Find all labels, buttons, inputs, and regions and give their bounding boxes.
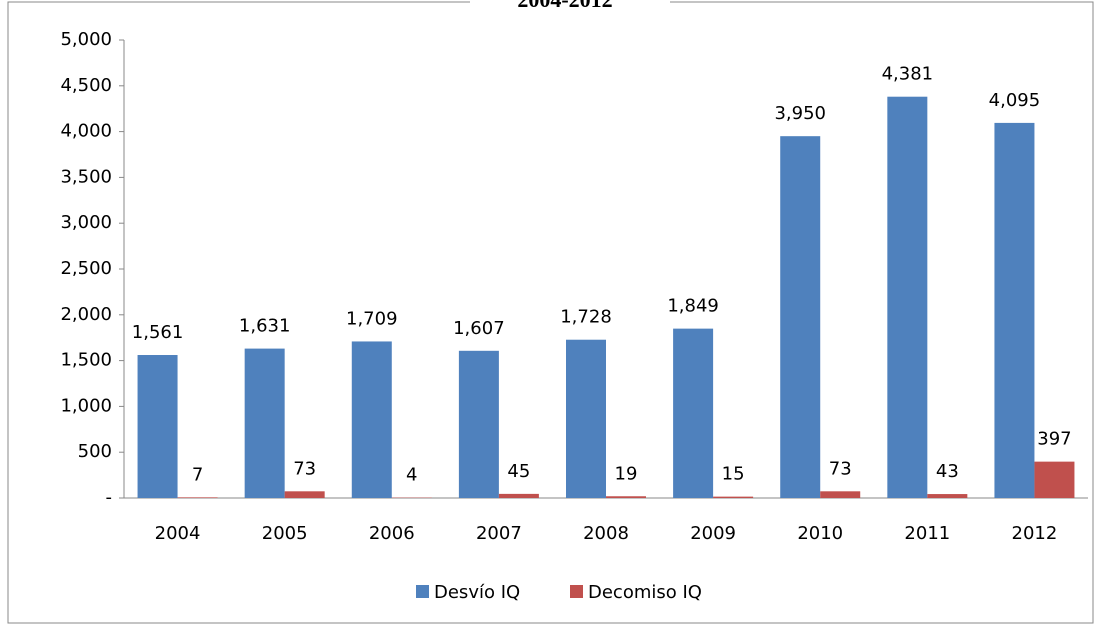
x-tick-label: 2010 — [797, 523, 843, 544]
data-label: 15 — [722, 464, 745, 485]
bar — [713, 496, 754, 498]
bar — [780, 136, 821, 498]
y-tick-label: - — [106, 487, 113, 508]
data-label: 4,095 — [989, 90, 1041, 111]
data-label: 43 — [936, 461, 959, 482]
bar — [498, 493, 539, 498]
data-label: 4 — [406, 465, 417, 486]
legend-label: Desvío IQ — [434, 582, 520, 603]
y-tick-label: 2,000 — [60, 304, 112, 325]
data-label: 19 — [615, 463, 638, 484]
data-label: 1,561 — [132, 322, 184, 343]
bar — [673, 328, 714, 498]
bar — [994, 122, 1035, 498]
y-tick-label: 1,500 — [60, 350, 112, 371]
bar — [566, 339, 606, 498]
data-label: 1,607 — [453, 318, 505, 339]
legend-swatch — [416, 585, 429, 598]
y-tick-label: 3,500 — [60, 166, 112, 187]
legend-swatch — [570, 585, 583, 598]
x-tick-label: 2011 — [904, 523, 950, 544]
data-label: 1,709 — [346, 308, 398, 329]
x-tick-label: 2006 — [369, 523, 415, 544]
y-tick-label: 1,000 — [60, 395, 112, 416]
y-tick-label: 3,000 — [60, 212, 112, 233]
data-label: 73 — [293, 458, 316, 479]
data-label: 7 — [192, 464, 203, 485]
x-tick-label: 2007 — [476, 523, 522, 544]
y-tick-label: 4,500 — [60, 75, 112, 96]
y-tick-label: 4,000 — [60, 121, 112, 142]
title-backdrop — [470, 0, 670, 8]
y-tick-label: 5,000 — [60, 29, 112, 50]
bar — [137, 355, 178, 498]
bar — [177, 497, 218, 498]
bar — [284, 491, 325, 498]
data-label: 45 — [507, 461, 530, 482]
data-label: 3,950 — [774, 103, 826, 124]
legend-label: Decomiso IQ — [588, 582, 702, 603]
bar — [458, 350, 499, 498]
data-label: 1,728 — [560, 307, 612, 328]
data-label: 1,631 — [239, 316, 291, 337]
y-tick-label: 2,500 — [60, 258, 112, 279]
bar — [927, 494, 968, 498]
bar — [820, 491, 861, 498]
bar — [887, 96, 928, 498]
bar — [1034, 461, 1075, 498]
data-label: 4,381 — [882, 64, 934, 85]
bar — [351, 341, 392, 498]
x-tick-label: 2012 — [1012, 523, 1058, 544]
data-label: 397 — [1037, 429, 1071, 450]
x-tick-label: 2009 — [690, 523, 736, 544]
bar — [244, 348, 285, 498]
bar — [606, 496, 646, 498]
data-label: 73 — [829, 458, 852, 479]
x-tick-label: 2005 — [262, 523, 308, 544]
x-tick-label: 2004 — [155, 523, 201, 544]
data-label: 1,849 — [667, 296, 719, 317]
y-tick-label: 500 — [78, 441, 112, 462]
chart-title: 2004-2012 — [517, 0, 612, 12]
x-tick-label: 2008 — [583, 523, 629, 544]
